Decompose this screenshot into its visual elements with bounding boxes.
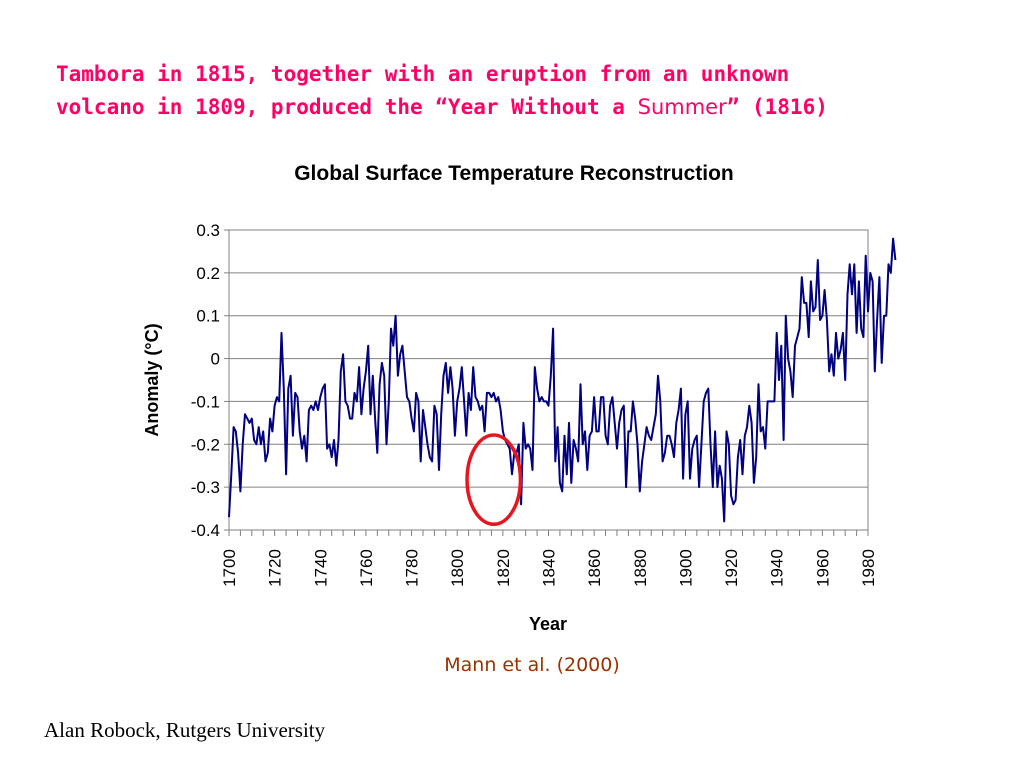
series-layer	[228, 237, 897, 523]
y-tick-label: -0.2	[191, 435, 220, 454]
y-tick-label: 0	[211, 350, 220, 369]
x-tick-label: 1720	[266, 549, 285, 587]
x-tick-label: 1940	[768, 549, 787, 587]
x-tick-label: 1860	[585, 549, 604, 587]
x-tick-label: 1760	[357, 549, 376, 587]
x-tick-label: 1740	[311, 549, 330, 587]
plot-area	[228, 229, 869, 531]
heading-line-2-text: volcano in 1809, produced the “Year With…	[56, 95, 625, 119]
heading-line-2-end: ” (1816)	[726, 95, 828, 119]
x-tick-label: 1880	[631, 549, 650, 587]
footer-credit: Alan Robock, Rutgers University	[44, 718, 326, 742]
y-tick-label: 0.1	[196, 307, 220, 326]
x-tick-label: 1900	[676, 549, 695, 587]
y-tick-label: -0.4	[191, 521, 220, 540]
heading-summer-word: Summer	[637, 95, 727, 119]
temperature-series-line	[228, 237, 897, 523]
slide-heading: Tambora in 1815, together with an erupti…	[56, 58, 996, 124]
x-axis: 1700 1720 1740 1760 1780 1800 1820 1840 1860 1880…	[220, 530, 878, 587]
gridlines	[229, 229, 868, 531]
x-tick-label: 1960	[813, 549, 832, 587]
y-tick-label: -0.1	[191, 392, 220, 411]
y-tick-label: 0.3	[196, 221, 220, 240]
heading-line-2: volcano in 1809, produced the “Year With…	[56, 91, 996, 124]
x-tick-label: 1920	[722, 549, 741, 587]
y-axis-label: Anomaly (°C)	[142, 323, 162, 436]
x-tick-label: 1840	[540, 549, 559, 587]
x-tick-label: 1780	[403, 549, 422, 587]
heading-line-1: Tambora in 1815, together with an erupti…	[56, 62, 790, 86]
tambora-highlight-ellipse	[465, 433, 523, 527]
chart-title: Global Surface Temperature Reconstructio…	[294, 162, 734, 185]
x-tick-label: 1800	[448, 549, 467, 587]
citation: Mann et al. (2000)	[444, 654, 620, 676]
y-tick-label: -0.3	[191, 478, 220, 497]
y-tick-label: 0.2	[196, 264, 220, 283]
x-tick-label: 1820	[494, 549, 513, 587]
x-axis-label: Year	[529, 614, 567, 634]
y-axis: 0.3 0.2 0.1 0 -0.1 -0.2 -0.3 -0.4	[191, 221, 229, 540]
x-tick-label: 1700	[220, 549, 239, 587]
x-tick-label: 1980	[859, 549, 878, 587]
